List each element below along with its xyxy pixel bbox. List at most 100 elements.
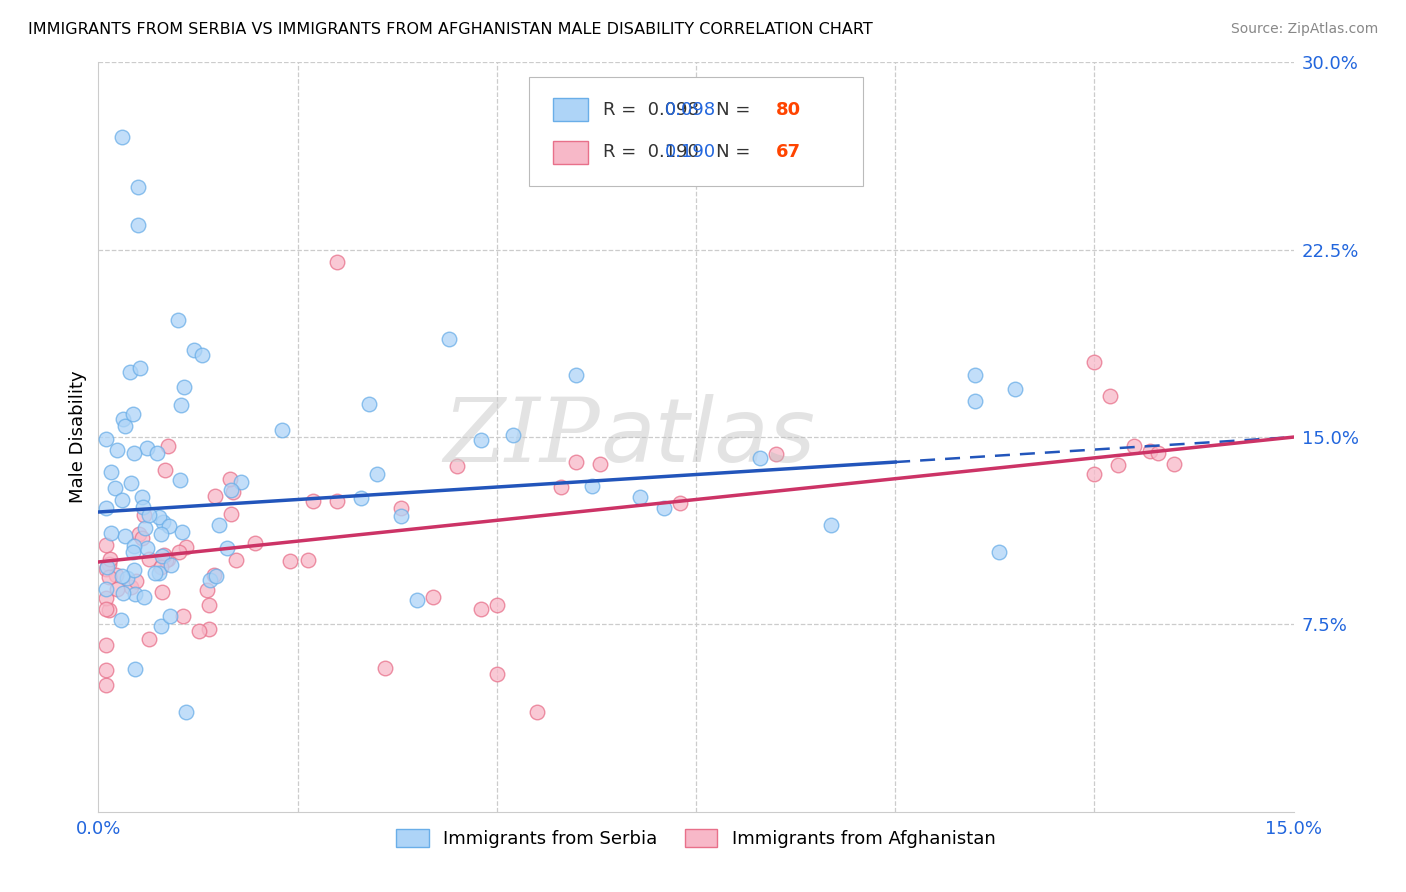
Point (125, 574, 148, 588)
Point (96, 560, 118, 574)
Point (565, 368, 588, 382)
Point (502, 428, 524, 442)
Point (128, 527, 150, 541)
Point (297, 553, 319, 567)
Point (366, 467, 388, 482)
Point (1163, 458, 1185, 472)
Point (100, 526, 122, 541)
Point (96, 678, 118, 692)
Point (215, 541, 238, 555)
Point (98, 551, 121, 566)
Point (96, 582, 118, 596)
Text: 80: 80 (776, 101, 801, 119)
Point (138, 508, 160, 522)
Point (218, 472, 240, 486)
Point (195, 582, 218, 597)
Text: atlas: atlas (600, 394, 815, 480)
Point (122, 539, 145, 553)
Point (374, 661, 396, 675)
Point (146, 445, 169, 459)
Point (153, 549, 176, 563)
Point (169, 474, 191, 488)
Point (550, 480, 572, 494)
Point (301, 493, 323, 508)
Point (167, 312, 190, 326)
Point (135, 541, 157, 555)
Point (820, 518, 842, 533)
Text: 0.190: 0.190 (665, 144, 716, 161)
Point (765, 447, 787, 461)
Point (105, 443, 128, 458)
Text: 67: 67 (776, 144, 801, 161)
Point (150, 549, 173, 564)
Point (131, 531, 153, 545)
Point (124, 587, 146, 601)
Point (148, 566, 170, 580)
Point (437, 332, 460, 346)
Point (138, 552, 160, 566)
Point (174, 705, 197, 719)
Point (204, 489, 226, 503)
Point (198, 623, 221, 637)
Point (149, 560, 172, 574)
Point (96, 433, 118, 447)
Point (1004, 382, 1026, 396)
Point (1139, 444, 1161, 458)
Point (97, 570, 120, 584)
Point (470, 433, 492, 447)
Point (581, 479, 603, 493)
Point (485, 667, 508, 681)
Point (222, 484, 245, 499)
Point (112, 412, 135, 426)
Point (132, 500, 155, 514)
Point (225, 553, 247, 567)
Text: Source: ZipAtlas.com: Source: ZipAtlas.com (1230, 22, 1378, 37)
Point (169, 399, 191, 413)
Point (160, 558, 183, 572)
Point (114, 419, 136, 434)
Point (389, 501, 412, 516)
Point (124, 563, 146, 577)
Point (446, 458, 468, 473)
Point (120, 580, 142, 594)
Point (138, 632, 160, 647)
Point (389, 509, 412, 524)
Point (114, 529, 136, 543)
Point (150, 585, 173, 599)
Point (191, 348, 214, 362)
Point (105, 568, 128, 582)
Point (148, 510, 170, 524)
Point (110, 613, 132, 627)
Point (105, 582, 128, 596)
Point (115, 571, 138, 585)
Point (135, 441, 157, 455)
Point (350, 491, 373, 505)
Point (97, 603, 120, 617)
Point (104, 481, 127, 495)
Point (127, 218, 149, 232)
Point (243, 536, 266, 550)
Point (173, 380, 195, 394)
Point (963, 393, 986, 408)
FancyBboxPatch shape (529, 78, 863, 186)
FancyBboxPatch shape (553, 141, 589, 163)
Point (198, 598, 221, 612)
Point (96, 663, 118, 677)
Point (278, 554, 301, 568)
Point (1083, 467, 1105, 481)
Text: 0.098: 0.098 (665, 101, 716, 119)
Point (110, 493, 132, 508)
Point (1123, 438, 1146, 452)
Point (167, 545, 190, 559)
Point (170, 525, 193, 540)
Point (652, 500, 675, 515)
Point (470, 602, 492, 616)
Point (127, 180, 149, 194)
Point (485, 598, 508, 612)
Point (271, 423, 294, 437)
Point (156, 439, 179, 453)
Point (1147, 446, 1170, 460)
Point (565, 455, 588, 469)
Point (134, 508, 156, 523)
Point (124, 662, 146, 676)
